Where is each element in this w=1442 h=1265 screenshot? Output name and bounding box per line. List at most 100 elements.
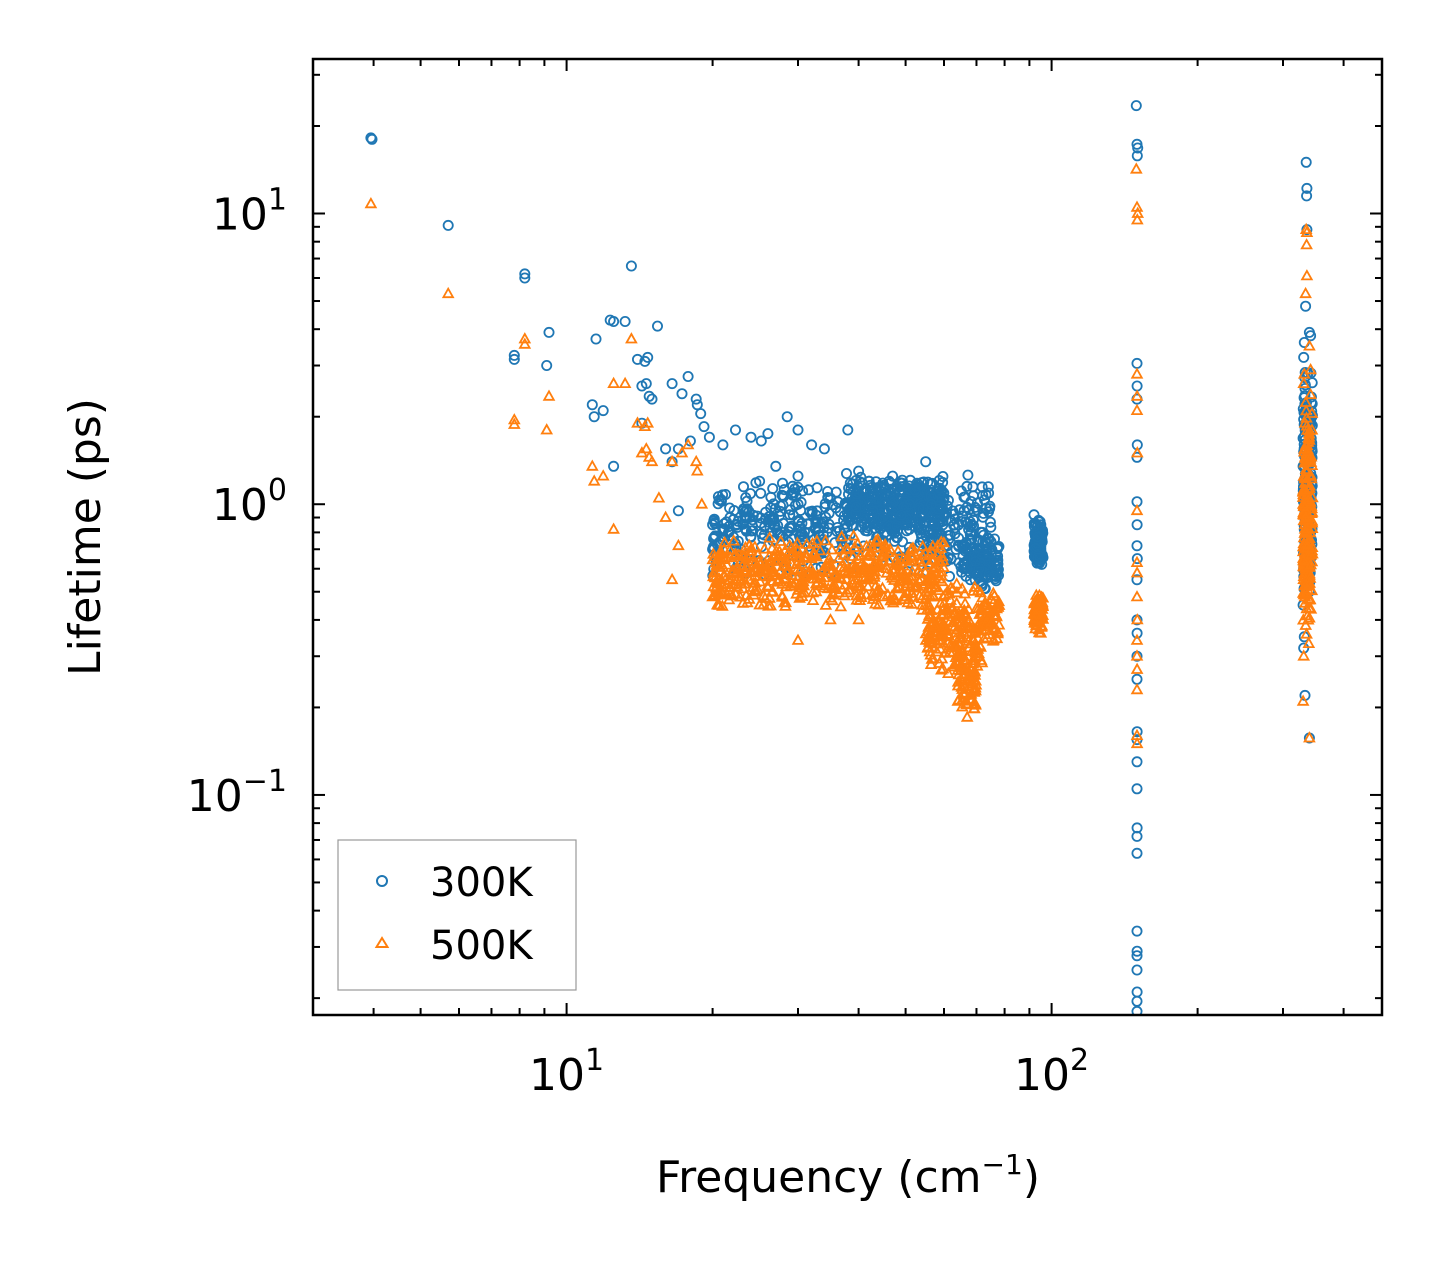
data-point-500K [779,580,793,592]
data-point-300K [660,443,672,455]
data-point-500K [932,614,946,626]
data-point-500K [947,606,961,618]
data-point-300K [768,514,780,526]
data-point-500K [941,666,955,678]
data-point-500K [854,549,867,561]
data-point-500K [813,544,827,556]
data-point-500K [1304,557,1318,570]
data-point-500K [914,572,928,584]
data-point-500K [886,596,900,608]
data-point-300K [970,555,982,567]
data-point-500K [890,553,904,565]
data-point-300K [619,315,631,327]
data-point-500K [639,442,653,454]
data-point-500K [518,337,532,349]
data-point-300K [880,482,892,494]
data-point-300K [858,518,870,530]
data-point-500K [780,558,794,571]
data-point-500K [785,541,799,553]
data-point-500K [964,620,977,632]
data-point-300K [1131,783,1143,795]
data-point-300K [919,520,931,532]
data-point-500K [863,548,877,560]
data-point-500K [960,621,974,633]
data-point-300K [1131,553,1143,565]
data-point-300K [765,502,777,514]
data-point-300K [986,547,998,559]
data-point-500K [1130,613,1144,625]
data-point-300K [738,503,750,515]
data-point-500K [819,534,832,546]
data-point-500K [727,534,741,546]
data-point-500K [923,557,937,569]
data-point-500K [753,564,767,576]
data-point-500K [518,332,532,344]
data-point-300K [948,519,960,531]
data-point-500K [832,551,846,563]
data-point-500K [641,416,655,428]
data-point-500K [1305,583,1319,596]
data-point-500K [764,599,778,611]
data-point-500K [625,332,638,344]
data-point-500K [986,586,1000,598]
data-point-500K [910,579,923,591]
data-point-300K [643,390,655,402]
data-point-500K [899,569,913,582]
data-point-300K [642,351,654,363]
data-point-300K [646,393,658,405]
data-point-500K [847,561,861,573]
data-point-300K [519,272,531,284]
data-point-500K [791,633,805,645]
data-point-500K [714,544,727,557]
data-point-300K [819,498,831,510]
data-point-300K [713,494,725,506]
data-point-500K [758,591,772,603]
data-point-500K [958,596,972,609]
y-axis-label: Lifetime (ps) [60,398,111,676]
legend-marker-500K [374,936,390,948]
data-point-500K [869,534,883,546]
legend-marker-300K [376,875,388,887]
data-point-300K [703,431,715,443]
data-point-300K [898,480,910,492]
data-point-500K [964,692,977,704]
data-point-500K [980,631,994,643]
y-tick-label: 10−1 [187,764,287,822]
data-point-500K [923,625,937,637]
data-point-300K [959,543,971,555]
data-point-300K [1130,100,1142,112]
data-point-500K [1130,682,1144,695]
data-point-500K [958,587,972,599]
data-point-500K [987,633,1001,645]
data-point-300K [879,497,891,509]
data-point-300K [810,509,822,521]
data-point-500K [843,583,857,595]
data-point-500K [896,572,909,584]
data-point-500K [931,602,944,615]
x-axis-label-superscript: −1 [982,1148,1023,1181]
data-point-300K [541,359,553,371]
data-point-300K [724,525,736,537]
data-point-300K [790,490,802,502]
data-point-300K [781,411,793,423]
data-point-300K [961,480,973,492]
data-point-500K [1298,471,1312,483]
data-point-500K [757,597,770,610]
data-point-300K [933,503,945,515]
data-point-300K [875,481,887,493]
data-point-500K [1306,490,1319,503]
data-point-300K [1131,830,1143,842]
data-point-500K [981,603,994,615]
data-point-500K [672,538,685,551]
data-point-300K [904,498,916,510]
data-point-500K [793,576,807,588]
data-point-500K [1130,389,1144,401]
data-point-500K [1299,526,1312,538]
data-point-500K [835,530,849,542]
data-point-300K [936,485,948,497]
data-point-500K [1298,522,1312,534]
data-point-500K [924,657,938,669]
data-point-500K [607,376,620,389]
data-point-500K [868,565,882,577]
data-point-300K [841,467,853,479]
